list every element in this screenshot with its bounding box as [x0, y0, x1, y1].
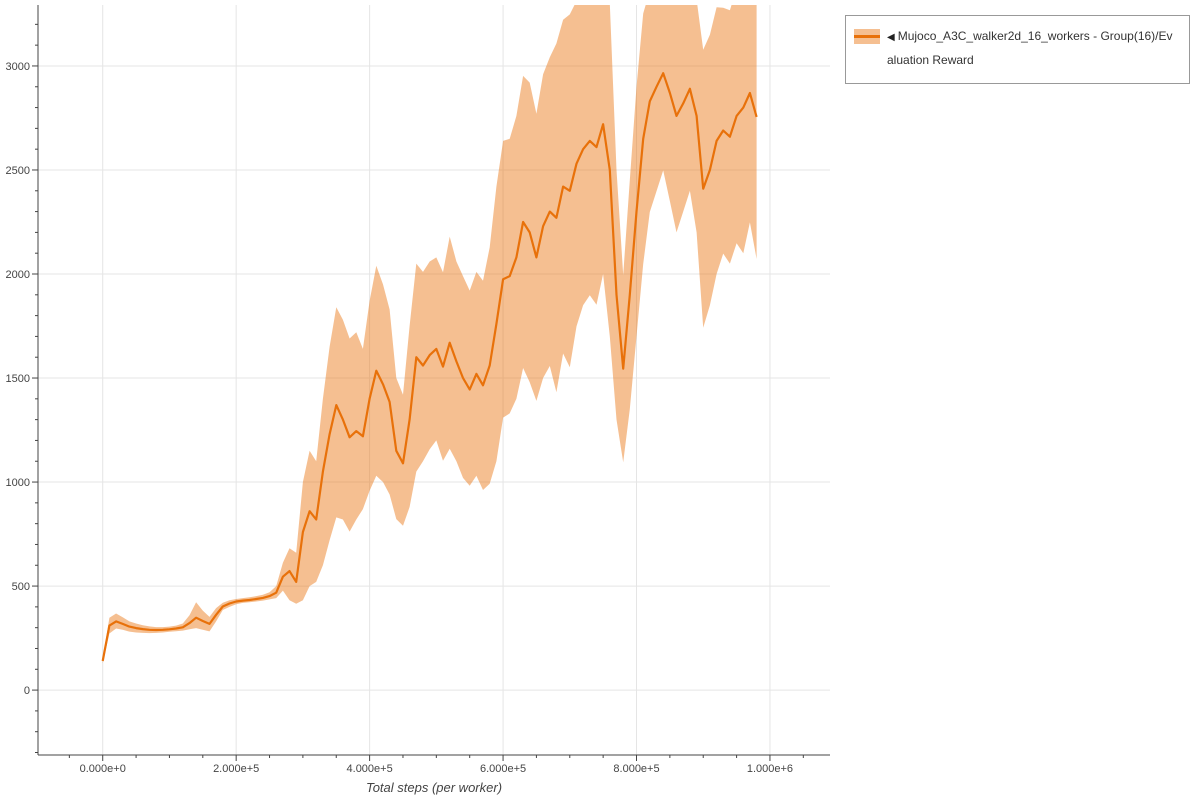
tick-labels: 0.000e+0 2.000e+5 4.000e+5 6.000e+5 8.000e+5…	[6, 61, 794, 775]
legend-swatch	[854, 29, 880, 44]
y-tick-label: 1500	[6, 373, 30, 385]
legend-label-text: ◀ Mujoco_A3C_walker2d_16_workers - Group(…	[887, 25, 1179, 72]
major-ticks	[32, 65, 771, 761]
legend-series-label: Mujoco_A3C_walker2d_16_workers - Group(1…	[887, 29, 1173, 67]
mean-line	[101, 72, 758, 662]
x-tick-label: 8.000e+5	[613, 763, 659, 775]
y-tick-label: 500	[12, 581, 30, 593]
y-tick-label: 2000	[6, 269, 30, 281]
x-tick-label: 4.000e+5	[347, 763, 393, 775]
y-tick-label: 2500	[6, 165, 30, 177]
x-tick-label: 0.000e+0	[80, 763, 126, 775]
legend[interactable]: ◀ Mujoco_A3C_walker2d_16_workers - Group(…	[845, 15, 1190, 84]
y-tick-label: 3000	[6, 61, 30, 73]
axes	[37, 5, 830, 756]
grid	[38, 5, 830, 755]
x-tick-label: 2.000e+5	[213, 763, 259, 775]
confidence-band	[102, 5, 757, 664]
y-tick-label: 0	[24, 685, 30, 697]
minor-ticks	[35, 23, 804, 758]
y-tick-label: 1000	[6, 477, 30, 489]
legend-swatch-line-icon	[854, 35, 880, 38]
x-tick-label: 1.000e+6	[747, 763, 793, 775]
x-axis-title: Total steps (per worker)	[365, 780, 503, 795]
x-tick-label: 6.000e+5	[480, 763, 526, 775]
legend-toggle-icon[interactable]: ◀	[887, 32, 895, 43]
